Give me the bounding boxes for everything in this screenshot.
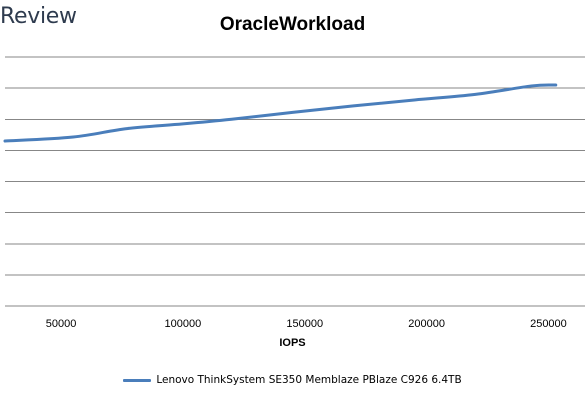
x-tick-label: 200000 bbox=[408, 318, 445, 330]
series-line bbox=[3, 83, 558, 143]
x-tick-label: 50000 bbox=[46, 318, 77, 330]
legend-label: Lenovo ThinkSystem SE350 Memblaze PBlaze… bbox=[156, 374, 462, 386]
series-layer bbox=[3, 83, 558, 143]
x-axis-label: IOPS bbox=[279, 337, 306, 349]
legend: Lenovo ThinkSystem SE350 Memblaze PBlaze… bbox=[0, 374, 585, 386]
line-chart: 50000 100000 150000 200000 250000 bbox=[3, 56, 585, 330]
gridlines bbox=[5, 56, 585, 307]
x-tick-label: 100000 bbox=[165, 318, 202, 330]
brand-logo-text: Review bbox=[0, 4, 77, 29]
x-axis-ticks: 50000 100000 150000 200000 250000 bbox=[46, 318, 567, 330]
chart-title: OracleWorkload bbox=[219, 14, 366, 35]
x-tick-label: 150000 bbox=[286, 318, 323, 330]
x-tick-label: 250000 bbox=[530, 318, 567, 330]
legend-swatch bbox=[123, 378, 152, 382]
